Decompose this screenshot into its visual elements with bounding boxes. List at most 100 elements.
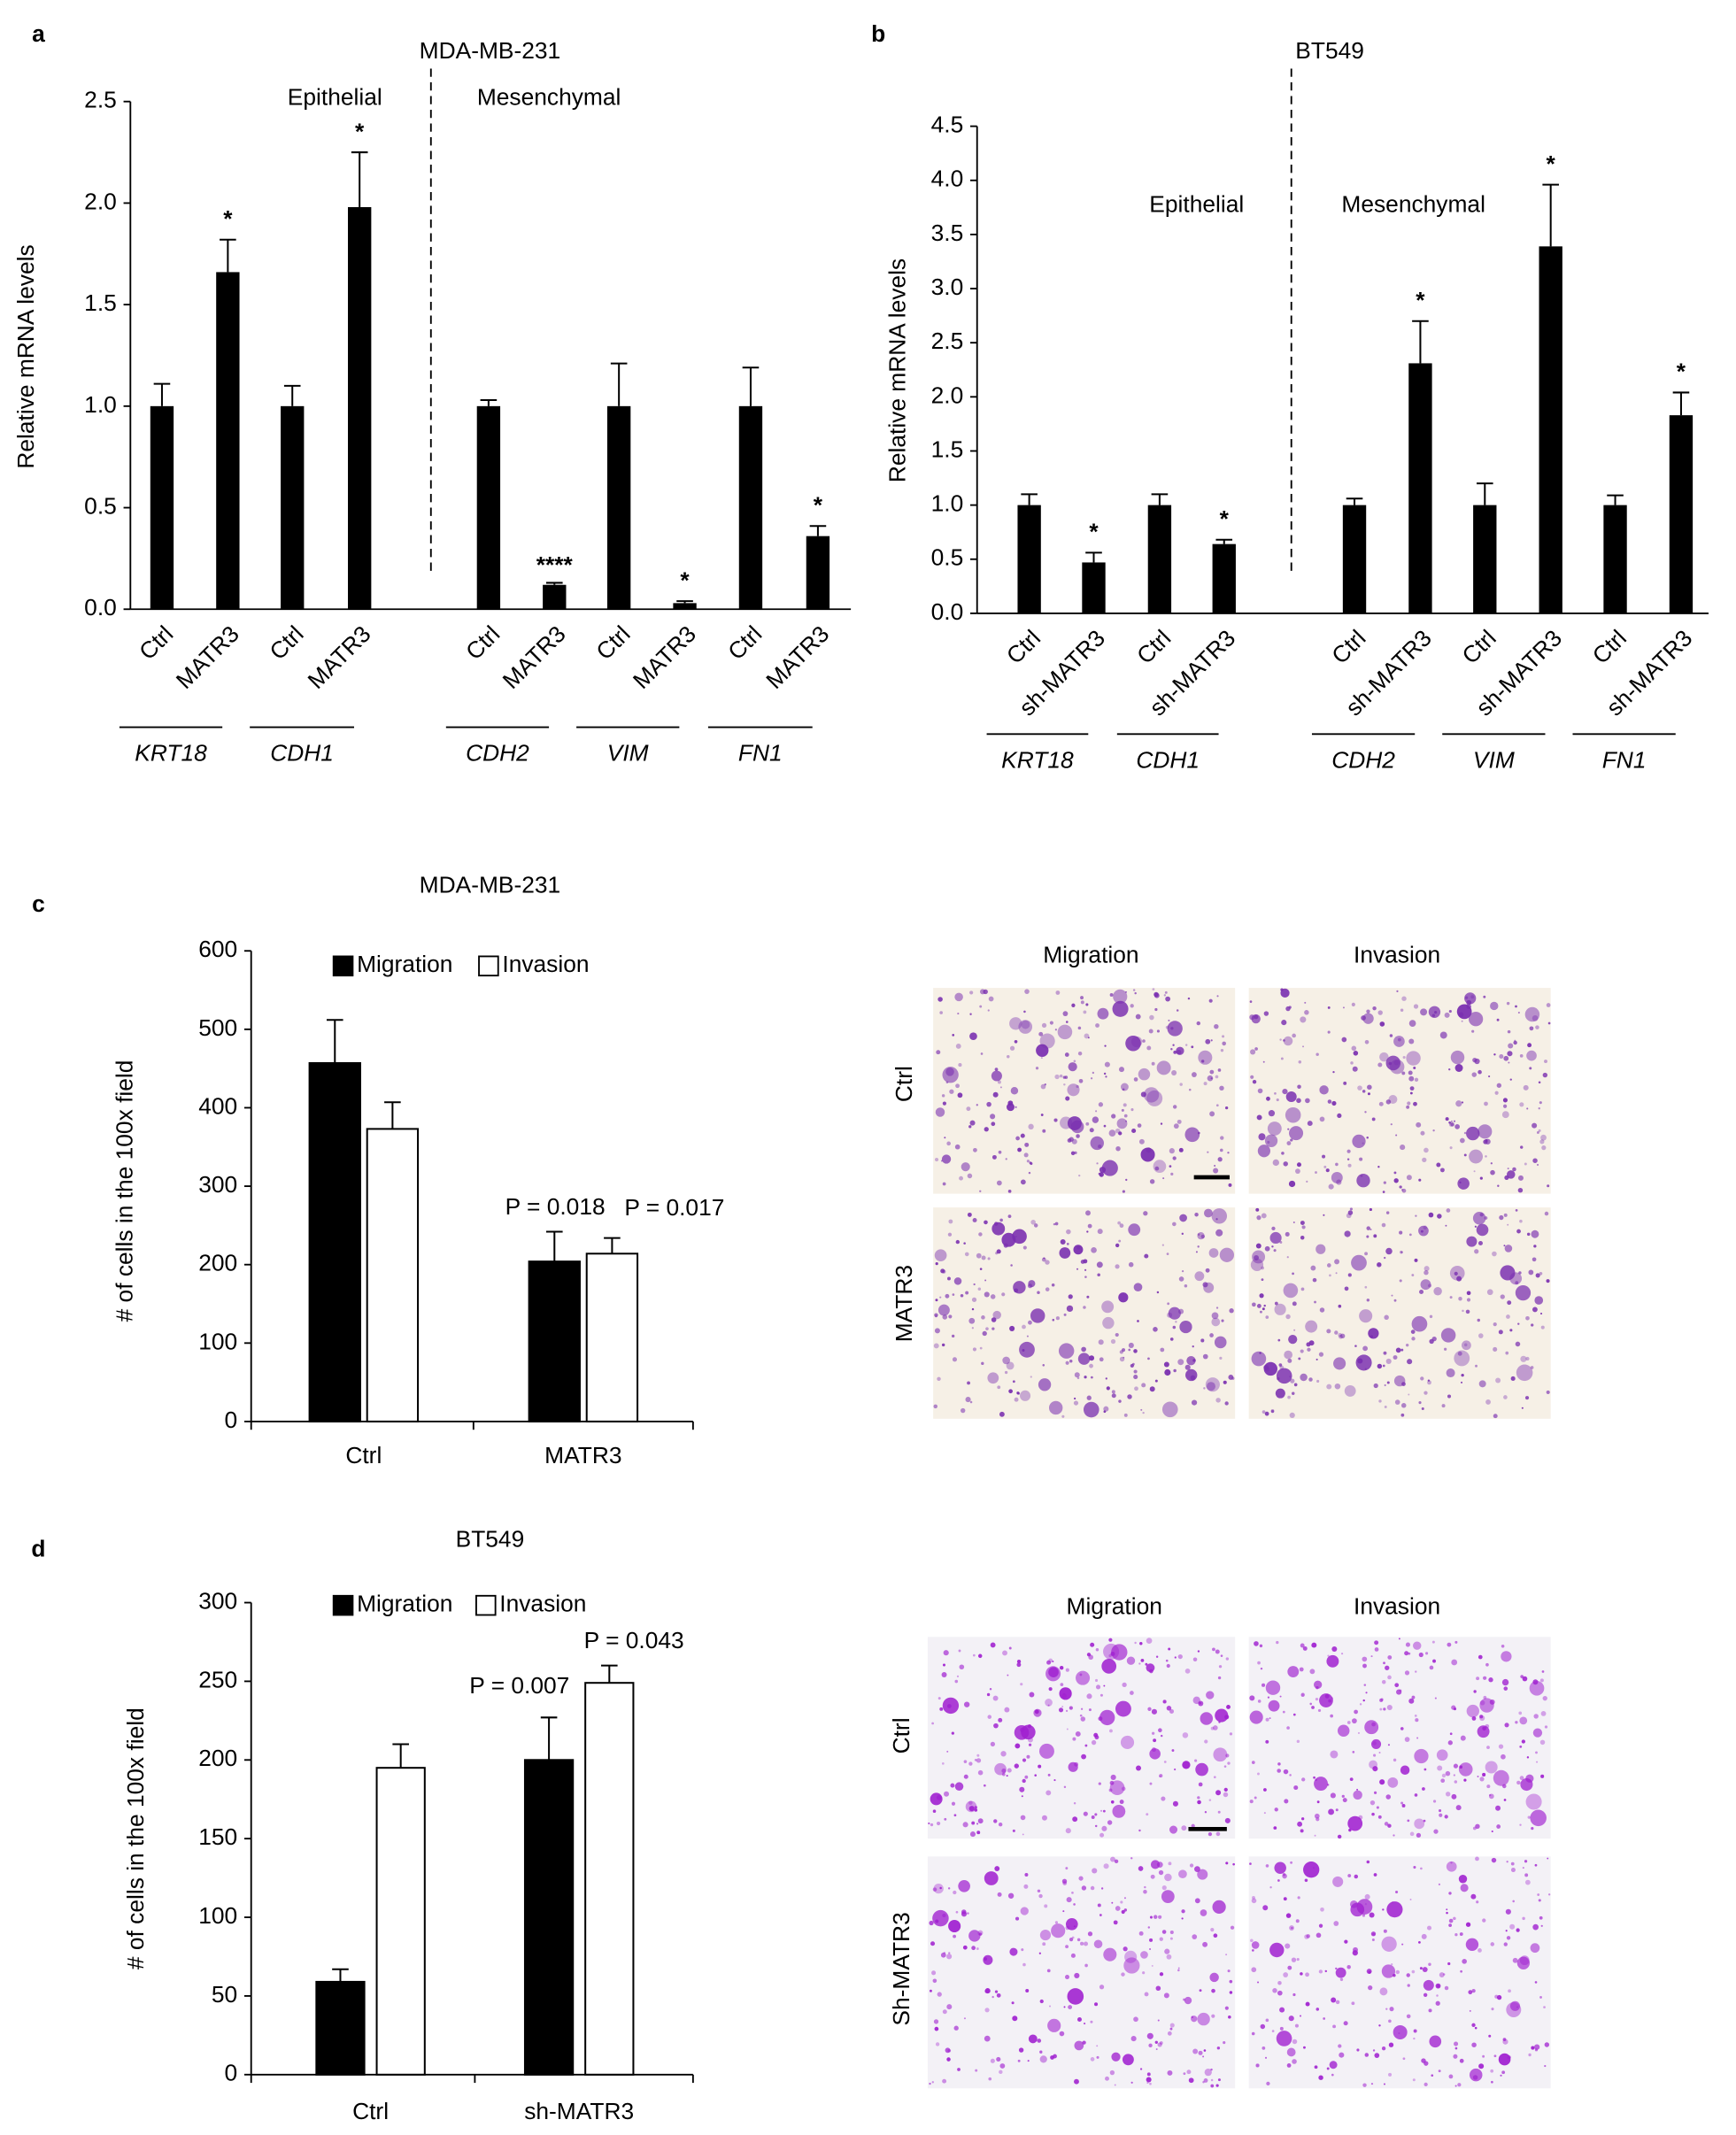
cell — [1333, 1921, 1339, 1926]
cell — [1111, 1901, 1114, 1904]
cell — [1365, 1692, 1368, 1694]
cell — [1438, 2069, 1441, 2073]
cell — [1007, 1892, 1015, 1899]
cell — [942, 1663, 946, 1667]
cell — [1541, 1670, 1545, 1673]
cell — [990, 1294, 996, 1299]
cell — [1524, 1396, 1530, 1400]
cell — [967, 1173, 973, 1179]
cell — [942, 1269, 946, 1274]
cell — [1009, 1045, 1015, 1051]
cell — [1292, 2059, 1297, 2064]
cell — [1386, 1704, 1393, 1711]
significance: * — [680, 567, 690, 593]
cell — [1071, 1003, 1076, 1007]
cell — [1409, 1831, 1415, 1837]
cell — [1286, 1726, 1290, 1730]
cell — [1406, 1105, 1410, 1109]
cell — [1503, 1799, 1507, 1801]
cell — [994, 1990, 999, 1993]
cell — [1400, 1727, 1404, 1730]
cell — [1146, 1638, 1153, 1644]
cell — [1499, 1214, 1504, 1221]
cell — [1472, 1212, 1486, 1225]
cell — [1493, 1769, 1509, 1786]
cell — [1373, 1234, 1377, 1238]
cell — [1203, 1282, 1215, 1293]
cell — [1338, 1304, 1342, 1308]
cell — [1021, 1948, 1024, 1952]
cell — [1161, 1734, 1163, 1738]
cell — [1337, 1113, 1342, 1119]
cell — [1529, 1067, 1532, 1070]
cell — [1219, 1085, 1224, 1091]
cell — [1411, 1315, 1428, 1332]
x-tick-label: Ctrl — [1457, 625, 1501, 669]
cell — [1352, 1066, 1358, 1072]
cell — [1110, 1774, 1116, 1781]
bar — [1408, 363, 1432, 613]
cell — [1503, 1942, 1508, 1946]
cell — [1092, 1868, 1098, 1874]
cell — [1462, 1959, 1467, 1964]
cell — [1377, 1363, 1383, 1369]
cell — [1379, 1707, 1383, 1711]
cell — [1083, 1306, 1086, 1309]
cell — [1312, 1277, 1317, 1283]
panel-letter: c — [32, 890, 45, 917]
cell — [1366, 1136, 1369, 1139]
cell — [1408, 1070, 1413, 1075]
cell — [1509, 1272, 1523, 1285]
cell — [1538, 1081, 1541, 1084]
cell — [1215, 1398, 1221, 1403]
cell — [1507, 1168, 1509, 1170]
cell — [1286, 1256, 1289, 1259]
cell — [1539, 1678, 1544, 1683]
cell — [1122, 1682, 1127, 1688]
cell — [1165, 996, 1171, 1002]
cell — [1188, 2077, 1194, 2084]
cell — [1045, 1699, 1053, 1707]
cell — [1371, 1117, 1376, 1121]
cell — [1066, 1897, 1072, 1903]
cell — [1453, 1763, 1459, 1769]
cell — [1084, 1376, 1087, 1379]
cell — [1522, 1916, 1525, 1921]
cell — [1142, 1411, 1145, 1414]
cell — [1299, 1667, 1304, 1672]
cell — [1083, 1811, 1088, 1816]
y-tick-label: 0 — [225, 2060, 238, 2086]
cell — [1293, 1383, 1298, 1387]
cell — [984, 1989, 989, 1994]
cell — [984, 1279, 987, 1282]
cell — [1156, 1029, 1160, 1033]
cell — [1199, 1989, 1202, 1992]
cell — [1192, 1934, 1198, 1939]
cell — [1078, 1078, 1084, 1083]
cell — [1515, 1284, 1532, 1301]
cell — [1022, 1324, 1026, 1330]
cell — [1370, 2083, 1374, 2085]
cell — [1021, 1020, 1030, 1029]
cell — [994, 1068, 999, 1071]
cell — [1311, 1706, 1315, 1709]
cell — [1259, 1644, 1263, 1648]
cell — [1484, 1101, 1488, 1106]
cell — [1086, 1295, 1090, 1299]
cell — [1400, 1765, 1410, 1775]
bar — [1017, 505, 1041, 613]
cell — [1520, 1145, 1524, 1149]
cell — [1084, 1963, 1088, 1968]
cell — [963, 1774, 968, 1779]
cell — [1490, 1942, 1495, 1946]
cell — [967, 1212, 972, 1217]
x-tick-label: MATR3 — [303, 620, 376, 694]
cell — [1277, 1981, 1282, 1985]
cell — [1197, 1245, 1200, 1248]
cell — [1055, 990, 1061, 995]
cell — [1255, 2063, 1260, 2068]
bar — [216, 272, 240, 610]
cell — [1149, 1948, 1152, 1950]
cell — [976, 1831, 981, 1835]
cell — [1004, 1370, 1008, 1375]
